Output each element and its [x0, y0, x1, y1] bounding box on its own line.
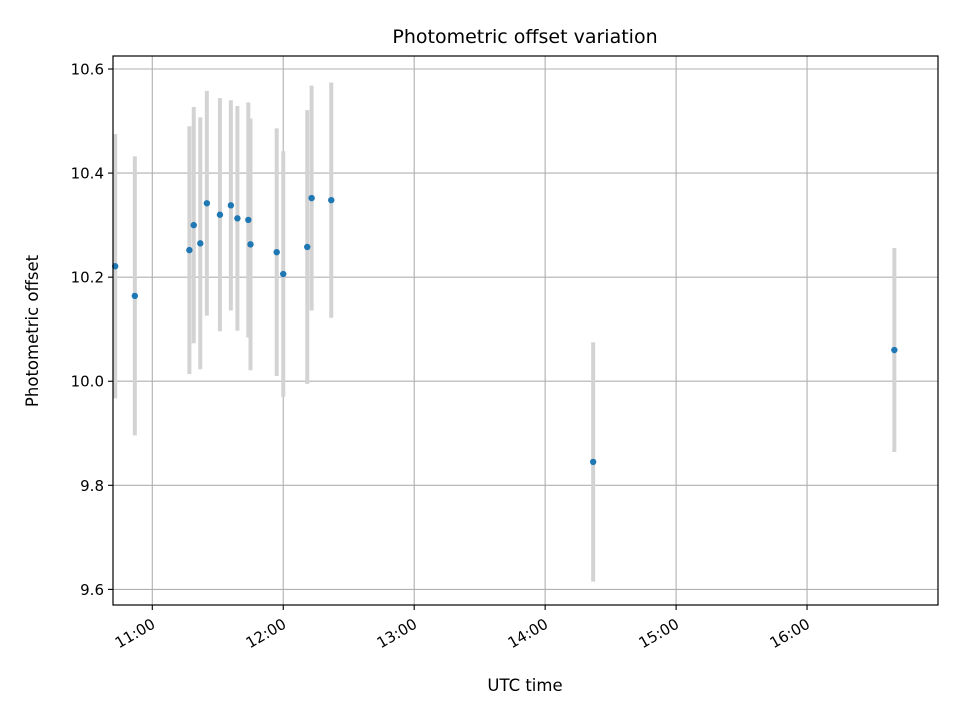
data-point [245, 216, 252, 224]
data-point [186, 246, 193, 254]
x-axis-label: UTC time [487, 676, 562, 695]
y-tick-label: 10.4 [71, 165, 104, 183]
data-point [304, 243, 311, 251]
chart-title: Photometric offset variation [392, 26, 657, 48]
data-point [589, 458, 597, 466]
data-point [308, 194, 315, 202]
y-tick-label: 10.0 [71, 373, 104, 391]
y-tick-label: 10.6 [71, 61, 104, 79]
y-tick-label: 9.6 [80, 581, 104, 599]
data-point [328, 196, 335, 204]
data-point [203, 200, 211, 207]
data-point [197, 240, 204, 247]
data-point [273, 248, 280, 256]
data-point [131, 292, 139, 300]
y-tick-label: 9.8 [80, 477, 104, 495]
data-point [247, 241, 254, 248]
data-point [280, 270, 287, 278]
plot-frame [112, 55, 939, 606]
data-point [227, 202, 235, 209]
data-point [234, 215, 241, 222]
data-point [190, 221, 197, 229]
data-point [891, 346, 898, 354]
data-point [216, 211, 224, 218]
y-tick-label: 10.2 [71, 269, 104, 287]
y-axis-label: Photometric offset [23, 254, 42, 407]
